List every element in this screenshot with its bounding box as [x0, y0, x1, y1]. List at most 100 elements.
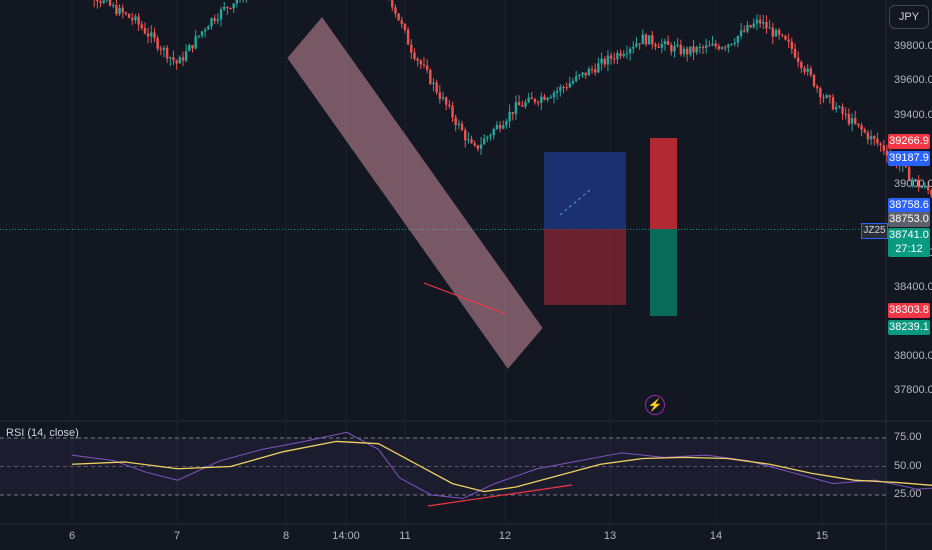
- candle-body: [917, 179, 920, 188]
- candle-body: [400, 20, 403, 24]
- candle-body: [679, 44, 683, 55]
- candle-body: [815, 86, 819, 89]
- candle-body: [524, 102, 527, 107]
- candle-body: [146, 33, 150, 37]
- candle-body: [527, 97, 530, 103]
- candle-body: [502, 125, 505, 129]
- candle-body: [670, 44, 673, 52]
- price-tag: 38239.1: [888, 320, 930, 335]
- candle-body: [777, 29, 781, 35]
- candle-body: [140, 24, 143, 29]
- candle-body: [467, 139, 470, 141]
- candle-body: [473, 143, 476, 146]
- candle-body: [724, 47, 727, 49]
- candle-body: [441, 97, 445, 99]
- time-tick-label: 14:00: [332, 530, 360, 542]
- candle-body: [200, 31, 204, 36]
- candle-body: [552, 92, 556, 98]
- candle-body: [232, 3, 235, 9]
- candle-body: [203, 29, 207, 32]
- price-tick-label: 39800.0: [894, 40, 932, 52]
- candle-body: [752, 23, 755, 28]
- candle-body: [156, 37, 159, 49]
- candle-body: [131, 17, 134, 21]
- candle-body: [175, 60, 178, 64]
- candle-body: [711, 43, 714, 46]
- indicator-label[interactable]: RSI (14, close): [6, 427, 79, 439]
- candle-body: [172, 57, 175, 61]
- candle-body: [181, 57, 185, 61]
- candle-body: [410, 44, 413, 53]
- price-tick-label: 39000.0: [894, 177, 932, 190]
- descending-channel: [287, 17, 543, 369]
- price-tag: 39187.9: [888, 151, 930, 166]
- candle-body: [657, 46, 660, 48]
- candle-body: [850, 118, 854, 124]
- candle-body: [483, 138, 486, 145]
- candle-body: [758, 19, 762, 24]
- candle-body: [444, 97, 448, 105]
- currency-button[interactable]: JPY: [889, 5, 929, 29]
- candle-body: [451, 105, 454, 118]
- candle-body: [559, 86, 562, 91]
- candle-body: [223, 6, 226, 10]
- candle-body: [397, 13, 400, 21]
- candle-body: [923, 186, 927, 188]
- time-tick-label: 11: [399, 530, 411, 542]
- candle-body: [730, 43, 733, 45]
- candle-body: [609, 55, 613, 59]
- candle-body: [143, 28, 147, 34]
- candle-body: [920, 187, 924, 189]
- candle-body: [873, 136, 876, 139]
- candle-body: [635, 43, 638, 47]
- candle-body: [112, 5, 115, 7]
- price-tick-label: 37800.0: [894, 384, 932, 397]
- price-tick-label: 38000.0: [894, 350, 932, 362]
- candle-body: [597, 63, 600, 73]
- candle-body: [692, 46, 695, 53]
- candle-body: [784, 35, 787, 40]
- candle-body: [857, 123, 860, 126]
- candle-body: [600, 58, 603, 64]
- candle-body: [498, 124, 502, 129]
- candle-body: [543, 96, 546, 100]
- candle-body: [169, 57, 172, 59]
- candle-body: [727, 44, 730, 48]
- rsi-tick-label: 75.00: [894, 431, 922, 443]
- candle-body: [194, 36, 197, 49]
- candle-body: [714, 43, 717, 47]
- candle-body: [619, 52, 622, 57]
- candle-body: [907, 167, 911, 181]
- candle-body: [216, 19, 220, 21]
- candle-body: [866, 132, 870, 140]
- candle-body: [838, 106, 841, 108]
- candle-body: [470, 139, 473, 144]
- candle-body: [733, 42, 736, 44]
- candle-body: [403, 23, 407, 30]
- candle-body: [159, 48, 162, 50]
- candle-body: [562, 86, 565, 88]
- candle-body: [685, 48, 689, 55]
- candle-body: [831, 97, 835, 110]
- candle-body: [118, 7, 121, 15]
- candle-body: [701, 47, 705, 49]
- candle-body: [885, 150, 889, 156]
- candle-body: [486, 136, 489, 139]
- candle-body: [676, 44, 679, 47]
- candle-body: [517, 102, 521, 106]
- candle-body: [536, 102, 540, 104]
- candle-body: [178, 57, 182, 64]
- candle-body: [705, 45, 708, 48]
- candle-body: [134, 16, 137, 21]
- candle-body: [96, 0, 99, 2]
- candle-body: [774, 29, 778, 37]
- candle-body: [930, 190, 932, 195]
- candle-body: [514, 102, 518, 114]
- stop-zone: [544, 229, 626, 305]
- rsi-divergence-line: [427, 484, 573, 507]
- candle-body: [476, 145, 480, 149]
- lightning-icon[interactable]: ⚡: [645, 395, 665, 415]
- candle-body: [803, 68, 806, 72]
- candle-body: [229, 7, 232, 9]
